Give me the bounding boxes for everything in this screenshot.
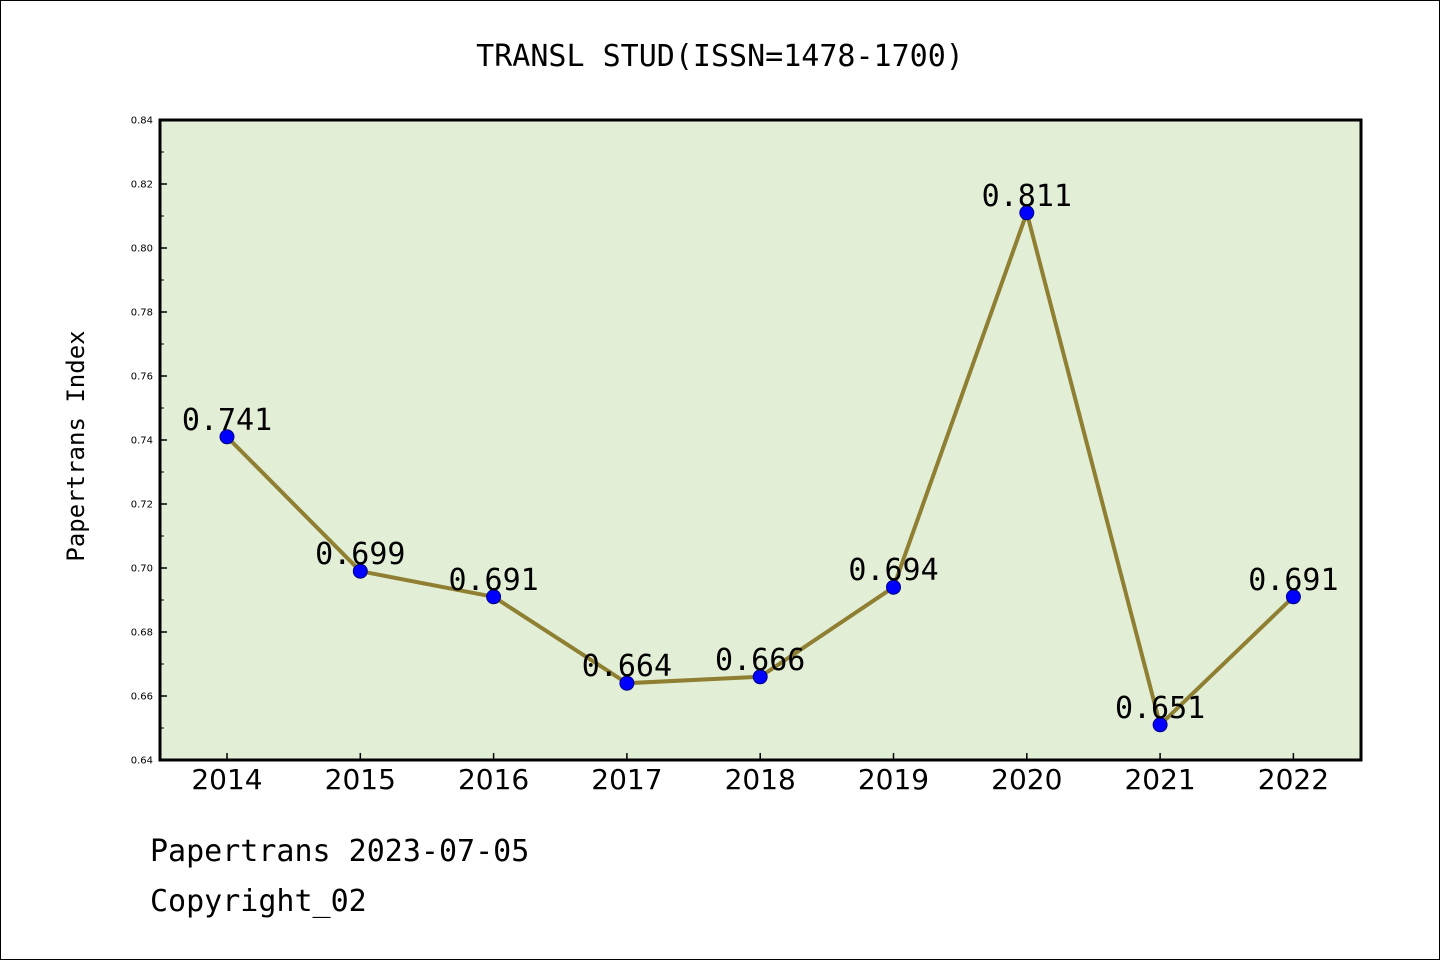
- x-tick-label: 2014: [191, 763, 262, 796]
- plot-area: [158, 118, 1363, 762]
- data-point: [619, 675, 635, 691]
- data-label: 0.691: [1248, 563, 1338, 598]
- y-axis: 0.64 0.66 0.68 0.70 0.72 0.74 0.76 0.78 0.80 0.82…: [131, 116, 167, 767]
- series-layer: 0.741 0.699 0.691 0.664 0.666 0.694 0.811 0.651…: [182, 179, 1339, 733]
- y-tick-label: 0.78: [131, 308, 153, 319]
- x-tick-label: 2020: [991, 763, 1062, 796]
- data-point: [886, 579, 901, 595]
- x-tick-label: 2015: [325, 763, 396, 796]
- data-point: [1152, 717, 1168, 733]
- data-point: [219, 429, 235, 445]
- chart-title: TRANSL STUD(ISSN=1478-1700): [476, 39, 964, 74]
- x-tick-label: 2017: [591, 763, 662, 796]
- data-label: 0.664: [582, 649, 672, 684]
- data-label: 0.699: [315, 537, 405, 572]
- data-point: [1285, 589, 1301, 605]
- data-label: 0.811: [982, 179, 1072, 214]
- data-point: [752, 669, 768, 685]
- y-tick-label: 0.80: [131, 244, 153, 255]
- y-tick-label: 0.84: [131, 116, 153, 127]
- y-tick-label: 0.64: [131, 756, 153, 767]
- y-tick-label: 0.68: [131, 628, 153, 639]
- data-label: 0.741: [182, 403, 272, 438]
- data-label: 0.651: [1115, 691, 1205, 726]
- data-point: [352, 563, 368, 579]
- y-tick-label: 0.72: [131, 500, 153, 511]
- x-axis: 2014 2015 2016 2017 2018 2019 2020 2021 2022: [191, 753, 1329, 796]
- footer-copyright: Copyright_02: [150, 884, 367, 919]
- data-point: [486, 589, 502, 605]
- y-tick-label: 0.66: [131, 692, 153, 703]
- x-tick-label: 2016: [458, 763, 529, 796]
- y-tick-label: 0.76: [131, 372, 153, 383]
- data-label: 0.691: [448, 563, 538, 598]
- x-tick-label: 2022: [1258, 763, 1329, 796]
- y-axis-label: Papertrans Index: [62, 330, 90, 561]
- footer-date: Papertrans 2023-07-05: [150, 834, 530, 869]
- data-point: [1019, 205, 1035, 221]
- data-label: 0.694: [848, 553, 938, 588]
- x-tick-label: 2021: [1124, 763, 1195, 796]
- y-tick-label: 0.82: [131, 180, 153, 191]
- data-label: 0.666: [715, 643, 805, 678]
- x-tick-label: 2018: [725, 763, 796, 796]
- x-tick-label: 2019: [858, 763, 929, 796]
- y-tick-label: 0.70: [131, 564, 153, 575]
- y-tick-label: 0.74: [131, 436, 153, 447]
